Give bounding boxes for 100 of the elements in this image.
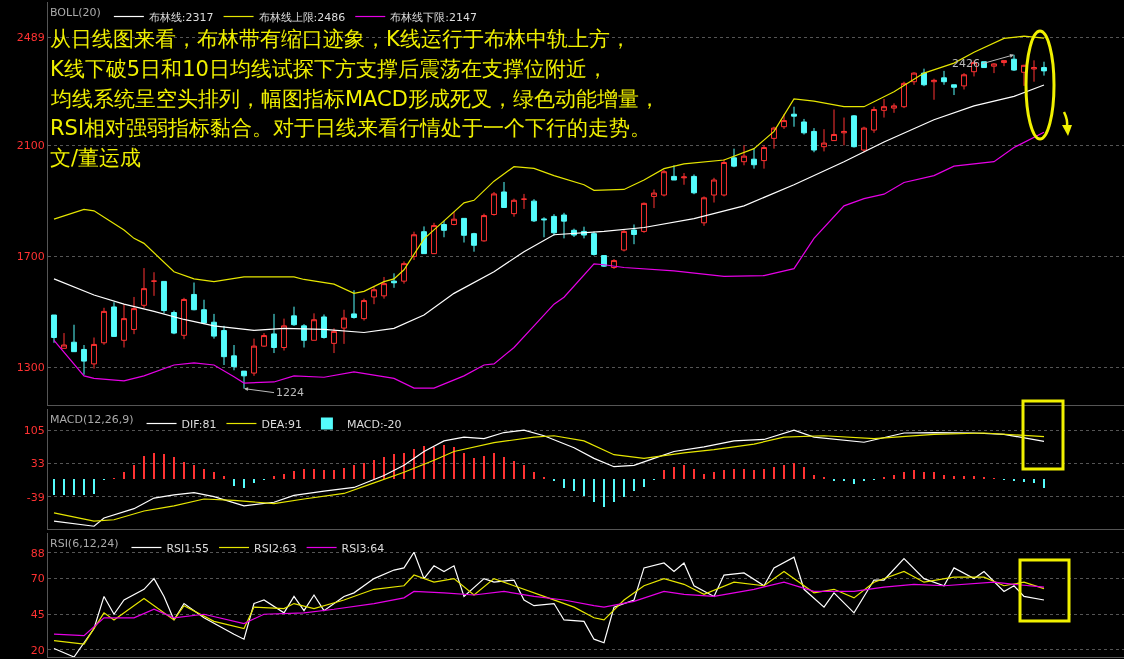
candlestick xyxy=(921,68,927,87)
candlestick xyxy=(941,70,947,86)
candlestick xyxy=(631,223,637,245)
candlestick xyxy=(121,303,127,349)
y-tick-label: 88 xyxy=(30,546,45,560)
candlestick xyxy=(1031,59,1037,83)
candlestick xyxy=(51,314,57,344)
candlestick xyxy=(251,338,257,377)
candlestick xyxy=(721,158,727,197)
candlestick xyxy=(601,255,607,268)
candlestick xyxy=(761,144,767,170)
legend-title: BOLL(20) xyxy=(50,6,101,20)
legend-label: DIF:81 xyxy=(181,417,217,431)
annotation: RSI相对强弱指标黏合。对于日线来看行情处于一个下行的走势。 xyxy=(50,116,652,140)
candlestick xyxy=(321,313,327,340)
candlestick xyxy=(291,306,297,327)
candlestick xyxy=(461,217,467,244)
y-tick-label: 20 xyxy=(30,643,45,657)
y-tick-label: 33 xyxy=(30,457,45,471)
candlestick xyxy=(511,198,517,218)
candlestick xyxy=(101,307,107,346)
candlestick xyxy=(71,324,77,353)
legend-label: RSI3:64 xyxy=(341,541,385,555)
legend-label: 布林线:2317 xyxy=(148,10,214,24)
candlestick xyxy=(171,310,177,335)
legend-title: RSI(6,12,24) xyxy=(50,537,119,551)
candlestick xyxy=(421,225,427,255)
candlestick xyxy=(681,172,687,186)
legend-label: 布林线上限:2486 xyxy=(258,10,346,24)
candlestick xyxy=(901,81,907,109)
candlestick xyxy=(211,313,217,340)
y-tick-label: 2100 xyxy=(16,139,45,153)
candlestick xyxy=(561,212,567,239)
candlestick xyxy=(961,72,967,90)
line-series xyxy=(53,551,1045,657)
candlestick xyxy=(371,285,377,305)
legend-label: RSI2:63 xyxy=(254,541,297,555)
candlestick xyxy=(741,144,747,166)
candlestick xyxy=(131,296,137,335)
candlestick xyxy=(781,113,787,130)
legend-label: DEA:91 xyxy=(261,417,302,431)
candlestick xyxy=(691,173,697,195)
annotation: 从日线图来看，布林带有缩口迹象，K线运行于布林中轨上方， xyxy=(50,27,631,51)
candlestick xyxy=(471,232,477,253)
candlestick xyxy=(91,337,97,370)
candlestick xyxy=(501,181,507,209)
candlestick xyxy=(801,118,807,135)
candlestick xyxy=(111,301,117,337)
candlestick xyxy=(931,78,937,101)
candlestick xyxy=(361,298,367,322)
candlestick xyxy=(951,84,957,96)
annotation: 文/董运成 xyxy=(50,146,142,170)
candlestick xyxy=(701,195,707,227)
line-series xyxy=(53,581,1045,637)
candlestick xyxy=(481,213,487,243)
annotation: 1224 xyxy=(276,386,304,399)
y-tick-label: 45 xyxy=(30,608,45,622)
candlestick xyxy=(731,148,737,168)
candlestick xyxy=(651,188,657,209)
candlestick xyxy=(751,148,757,170)
candlestick xyxy=(61,332,67,349)
candlestick xyxy=(551,213,557,237)
legend-label: RSI1:55 xyxy=(166,541,210,555)
candlestick xyxy=(1041,61,1047,77)
candlestick xyxy=(891,102,897,114)
candlestick xyxy=(411,231,417,261)
candlestick xyxy=(791,106,797,128)
y-tick-label: 1300 xyxy=(16,361,45,375)
candlestick xyxy=(541,216,547,238)
candlestick xyxy=(441,220,447,238)
y-tick-label: 70 xyxy=(30,572,45,586)
candlestick xyxy=(341,309,347,345)
candlestick xyxy=(881,98,887,119)
candlestick xyxy=(861,126,867,153)
candlestick xyxy=(641,202,647,234)
candlestick xyxy=(431,222,437,255)
y-tick-label: 1700 xyxy=(16,250,45,264)
candlestick xyxy=(281,318,287,352)
candlestick xyxy=(141,267,147,309)
candlestick xyxy=(841,117,847,146)
y-tick-label: 105 xyxy=(23,424,45,438)
annotation: K线下破5日和10日均线试探下方支撑后震荡在支撑位附近， xyxy=(50,57,608,81)
candlestick xyxy=(531,198,537,223)
line-series xyxy=(53,570,1045,645)
candlestick xyxy=(191,282,197,311)
y-tick-label: 2489 xyxy=(16,31,45,45)
candlestick xyxy=(391,272,397,289)
legend-label: 布林线下限:2147 xyxy=(390,10,477,24)
candlestick xyxy=(871,106,877,134)
candlestick xyxy=(851,114,857,149)
annotation: 均线系统呈空头排列，幅图指标MACD形成死叉，绿色动能增量， xyxy=(50,87,660,111)
candlestick xyxy=(831,108,837,142)
legend-label: MACD:-20 xyxy=(346,417,402,431)
candlestick xyxy=(271,313,277,354)
candlestick xyxy=(711,177,717,204)
candlestick xyxy=(671,164,677,181)
candlestick xyxy=(991,62,997,74)
candlestick xyxy=(311,312,317,341)
candlestick xyxy=(591,230,597,257)
candlestick xyxy=(661,169,667,197)
